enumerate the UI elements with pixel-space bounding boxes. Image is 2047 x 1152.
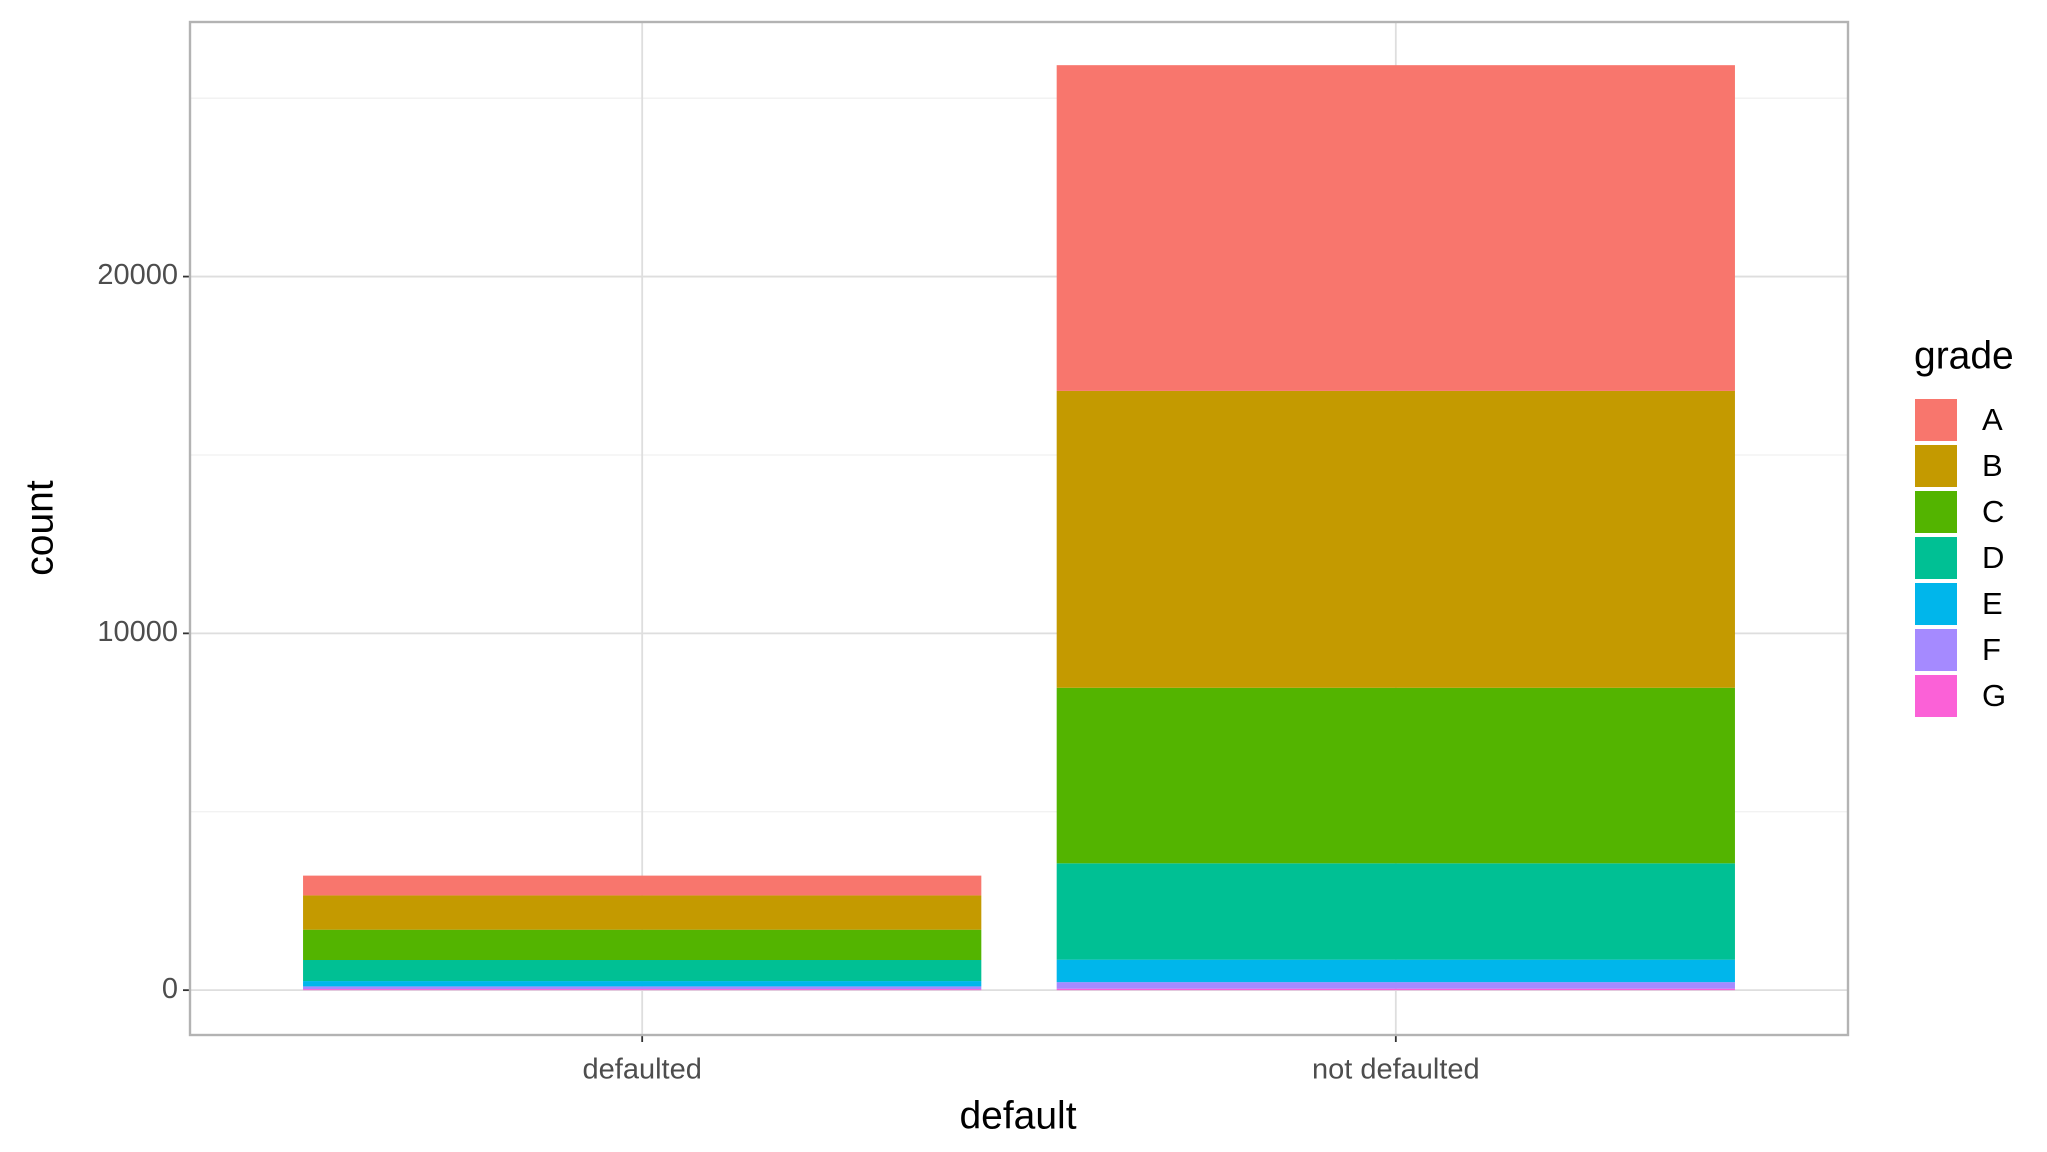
- bar-segment: [1056, 687, 1735, 864]
- y-tick-label: 0: [162, 973, 178, 1005]
- panel-border: [188, 20, 1850, 1037]
- bar-segment: [1056, 863, 1735, 960]
- bar-segment: [303, 929, 982, 961]
- y-tick-label: 10000: [97, 616, 178, 648]
- bar-segment: [1056, 982, 1735, 989]
- legend-key: [1915, 491, 1957, 533]
- bar-segment: [303, 989, 982, 991]
- legend-label: D: [1982, 540, 2004, 575]
- bar-segment: [303, 981, 982, 987]
- x-axis-title: default: [959, 1094, 1076, 1137]
- bar-segment: [303, 895, 982, 930]
- legend-key: [1915, 675, 1957, 717]
- bar-segment: [303, 986, 982, 990]
- x-tick-label: defaulted: [583, 1054, 702, 1086]
- legend-label: A: [1982, 402, 2003, 437]
- legend-key: [1915, 399, 1957, 441]
- y-tick-label: 20000: [97, 259, 178, 291]
- legend-label: G: [1982, 678, 2006, 713]
- legend-key: [1915, 583, 1957, 625]
- legend-label: E: [1982, 586, 2003, 621]
- legend-key: [1915, 445, 1957, 487]
- bar-segment: [1056, 65, 1735, 391]
- bar-segment: [303, 875, 982, 896]
- bar-segment: [1056, 959, 1735, 983]
- bar-segment: [1056, 988, 1735, 991]
- legend-label: B: [1982, 448, 2003, 483]
- bar-segment: [1056, 390, 1735, 688]
- legend-label: C: [1982, 494, 2004, 529]
- legend-label: F: [1982, 632, 2001, 667]
- y-axis-title: count: [18, 480, 61, 576]
- legend-key: [1915, 537, 1957, 579]
- legend-title: grade: [1914, 334, 2014, 377]
- bar-segment: [303, 960, 982, 982]
- x-tick-label: not defaulted: [1312, 1054, 1480, 1086]
- legend-key: [1915, 629, 1957, 671]
